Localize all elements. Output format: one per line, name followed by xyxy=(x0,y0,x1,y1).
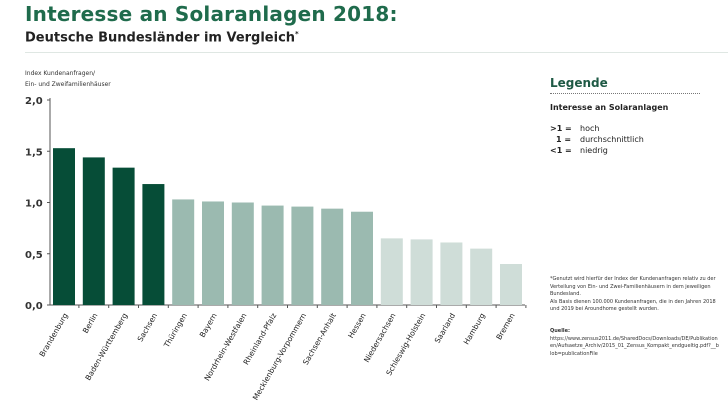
bar-th-ringen xyxy=(172,199,195,305)
x-tick-label: Thüringen xyxy=(162,311,189,350)
legend-key: 1 = xyxy=(556,135,572,144)
legend-label: niedrig xyxy=(580,146,608,155)
bar-sachsen-anhalt xyxy=(321,208,344,305)
source: Quelle: https://www.zensus2011.de/Shared… xyxy=(550,328,720,358)
x-tick-label: Brandenburg xyxy=(37,311,69,358)
legend-key: >1 = xyxy=(550,124,572,133)
x-tick-label: Berlin xyxy=(81,311,100,335)
legend-item-low: <1 = niedrig xyxy=(550,146,720,155)
x-tick-label: Sachsen-Anhalt xyxy=(301,311,338,366)
bar-bremen xyxy=(500,264,522,305)
legend-item-average: 1 = durchschnittlich xyxy=(550,135,720,144)
footnote-line: Als Basis dienen 100.000 Kundenanfragen,… xyxy=(550,298,716,313)
divider xyxy=(25,52,728,53)
bar-mecklenburg-vorpommern xyxy=(291,206,314,305)
bar-baden-w-rttemberg xyxy=(112,167,135,305)
legend: Legende Interesse an Solaranlagen >1 = ho… xyxy=(550,76,720,155)
legend-item-high: >1 = hoch xyxy=(550,124,720,133)
bar-rheinland-pfalz xyxy=(261,205,284,305)
legend-subtitle: Interesse an Solaranlagen xyxy=(550,103,669,112)
footnote-line: *Genutzt wird hierfür der Index der Kund… xyxy=(550,276,716,297)
x-tick-label: Sachsen xyxy=(136,311,160,343)
legend-title: Legende xyxy=(550,76,700,94)
y-tick-label: 0,5 xyxy=(25,250,43,261)
bar-hessen xyxy=(351,211,373,305)
source-label: Quelle: xyxy=(550,328,571,334)
source-link[interactable]: https://www.zensus2011.de/SharedDocs/Dow… xyxy=(550,335,719,357)
y-tick-label: 2,0 xyxy=(25,96,43,107)
bar-saarland xyxy=(440,242,463,305)
x-tick-label: Mecklenburg-Vorpommern xyxy=(251,311,308,401)
bar-brandenburg xyxy=(53,148,75,305)
y-axis-label-line: Index Kundenanfragen/ xyxy=(25,70,96,77)
x-tick-label: Niedersachsen xyxy=(362,311,398,364)
y-tick-label: 1,5 xyxy=(25,147,43,158)
footnote: *Genutzt wird hierfür der Index der Kund… xyxy=(550,276,720,314)
bar-niedersachsen xyxy=(380,238,403,305)
footnote-mark: * xyxy=(295,30,299,38)
subtitle-text: Deutsche Bundesländer im Vergleich xyxy=(25,30,296,46)
legend-key: <1 = xyxy=(550,146,572,155)
x-tick-label: Saarland xyxy=(433,311,458,344)
legend-label: hoch xyxy=(580,124,600,133)
bar-hamburg xyxy=(470,248,493,305)
y-axis-label: Index Kundenanfragen/ Ein- und Zweifamil… xyxy=(25,68,111,90)
bar-bayern xyxy=(202,201,224,305)
bar-nordrhein-westfalen xyxy=(231,202,254,305)
y-tick-label: 1,0 xyxy=(25,199,43,210)
bar-berlin xyxy=(82,157,105,305)
bar-schleswig-holstein xyxy=(410,239,433,305)
y-tick-label: 0,0 xyxy=(25,301,43,312)
chart-subtitle: Deutsche Bundesländer im Vergleich* xyxy=(25,30,299,45)
chart-title: Interesse an Solaranlagen 2018: xyxy=(25,2,398,26)
y-axis-label-line: Ein- und Zweifamilienhäuser xyxy=(25,81,111,88)
x-tick-label: Hessen xyxy=(346,311,368,339)
x-tick-label: Hamburg xyxy=(462,311,487,346)
x-tick-label: Bremen xyxy=(494,311,517,341)
x-tick-label: Bayern xyxy=(198,311,219,339)
legend-label: durchschnittlich xyxy=(580,135,644,144)
bar-sachsen xyxy=(142,184,165,305)
